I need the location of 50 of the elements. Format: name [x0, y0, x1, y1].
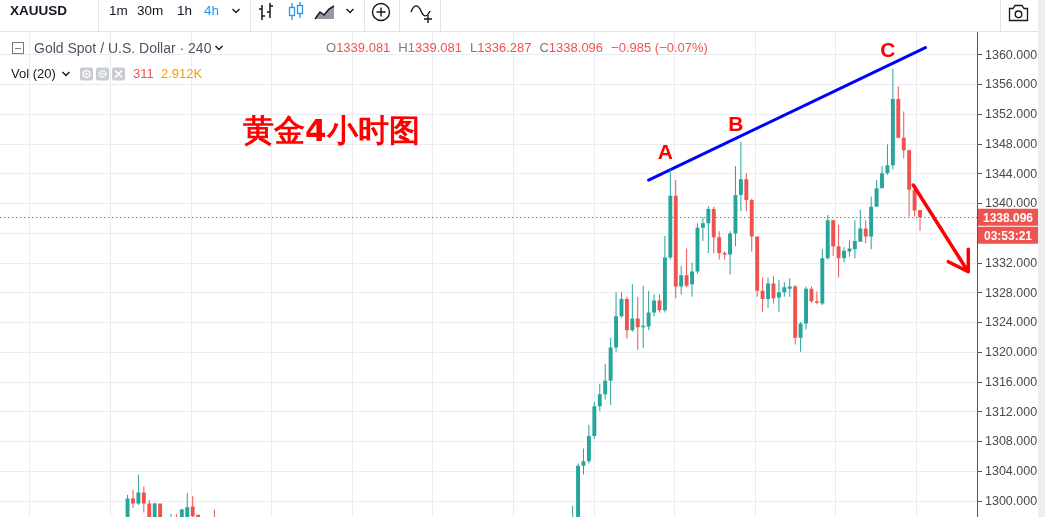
candlestick — [787, 278, 792, 297]
y-tick-label: 1308.000 — [985, 434, 1038, 449]
annotation: C — [539, 40, 549, 56]
text: 4h — [204, 2, 220, 19]
y-tick-label: 1300.000 — [985, 493, 1038, 508]
y-tick-label: 1316.000 — [985, 374, 1038, 389]
y-tick-label: 1340.000 — [985, 196, 1038, 211]
y-tick-label: 1320.000 — [985, 345, 1038, 360]
candlestick — [847, 240, 852, 257]
annotation: 2.912K — [161, 66, 203, 82]
candlestick — [684, 248, 689, 288]
text: XAUUSD — [10, 2, 68, 19]
candlestick — [863, 220, 868, 244]
annotation: C — [880, 38, 896, 62]
candlestick — [635, 296, 640, 350]
annotation: A — [657, 139, 673, 163]
ref-line-label: 1338.096 — [982, 210, 1034, 225]
candlestick — [738, 142, 743, 212]
annotation: Vol (20) — [11, 66, 56, 82]
text: Gold Spot / U.S. Dollar · 240 — [34, 39, 212, 57]
annotation: 1339.081 — [336, 40, 391, 56]
annotation: O — [326, 40, 337, 56]
annotation: B — [728, 112, 744, 136]
candlestick — [131, 490, 135, 509]
y-tick-label: 1344.000 — [985, 166, 1038, 181]
y-tick-label: 1332.000 — [985, 255, 1038, 270]
y-tick-label: 1304.000 — [985, 464, 1038, 479]
y-tick-label: 1352.000 — [985, 107, 1038, 122]
text: 30m — [137, 2, 164, 19]
text: 黄金4小时图 — [243, 112, 420, 150]
candlestick — [641, 285, 646, 349]
candlestick — [814, 291, 819, 305]
y-tick-label: 1312.000 — [985, 404, 1038, 419]
y-tick-label: 1360.000 — [985, 47, 1038, 62]
text: 03:53:21 — [983, 228, 1033, 243]
annotation: 1339.081 — [407, 40, 462, 56]
annotation: H — [398, 40, 408, 56]
annotation: −0.985 (−0.07%) — [611, 40, 708, 56]
y-tick-label: 1356.000 — [985, 77, 1038, 92]
annotation: 311 — [133, 66, 154, 82]
candlestick — [776, 279, 781, 312]
y-tick-label: 1324.000 — [985, 315, 1038, 330]
candlestick — [700, 217, 705, 242]
y-tick-label: 1328.000 — [985, 285, 1038, 300]
text: 1h — [177, 2, 193, 19]
y-tick-label: 1348.000 — [985, 136, 1038, 151]
annotation: 1338.096 — [548, 40, 604, 56]
text: 1m — [109, 2, 128, 19]
annotation: 1336.287 — [477, 40, 532, 56]
annotation: L — [469, 40, 478, 56]
